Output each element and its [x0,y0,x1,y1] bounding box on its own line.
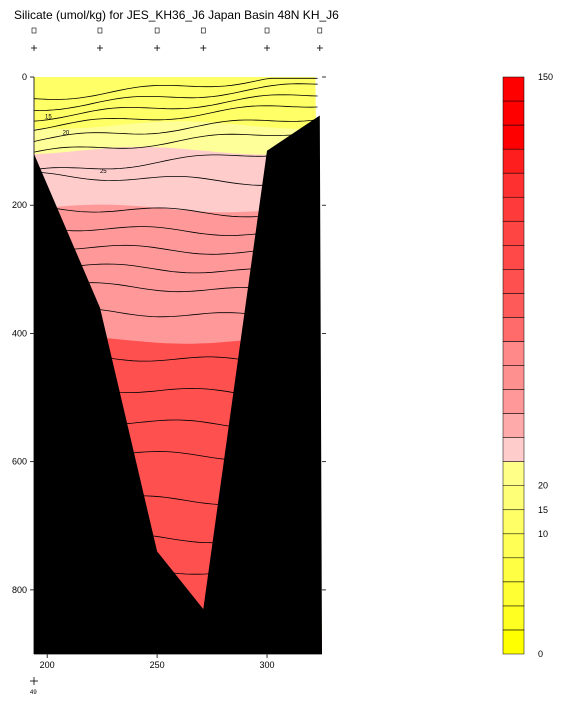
contour-line [34,119,318,142]
colorbar-label: 20 [538,481,548,491]
colorbar-label: 15 [538,505,548,515]
colorbar-segment [502,196,525,222]
contour-label: 20 [63,131,70,137]
colorbar-segment [502,365,525,390]
x-tick-label: 200 [40,660,55,670]
colorbar-segment [502,317,525,342]
station-label-glyph [154,27,160,34]
y-tick-label: 200 [12,200,27,210]
contour-line [34,83,318,111]
colorbar-segment [502,269,525,294]
y-tick-label: 0 [22,72,27,82]
colorbar-segment [502,461,525,486]
colorbar-segment [502,221,525,246]
colorbar-label: 10 [538,529,548,539]
colorbar-segment [502,100,525,126]
contour-line [34,130,318,153]
colorbar-segment [502,245,525,270]
colorbar-segment [502,76,525,102]
colorbar-segment [502,629,525,655]
colorbar-segment [502,293,525,318]
station-label-glyph [200,27,206,34]
station-label-glyph [31,27,37,34]
colorbar-segment [502,413,525,438]
colorbar-segment [502,533,525,559]
station-label-glyph [317,27,323,34]
y-tick-label: 600 [12,457,27,467]
station-label-glyph [97,27,103,34]
colorbar-segment [502,124,525,150]
contour-label: 15 [45,115,52,121]
plot-area: 15 20 25 [34,77,322,654]
station-label-glyph [264,27,270,34]
colorbar-segment [502,557,525,583]
colorbar-segment [502,389,525,414]
colorbar-segment [502,509,525,535]
contour-label: 25 [100,169,107,175]
corner-label: 49 [30,690,37,696]
colorbar-segment [502,485,525,510]
x-tick-label: 300 [260,660,275,670]
colorbar-segment [502,437,525,462]
colorbar-label: 150 [538,72,553,82]
colorbar-label: 0 [538,649,543,659]
chart-title: Silicate (umol/kg) for JES_KH36_J6 Japan… [14,8,339,22]
colorbar-segment [502,172,525,198]
colorbar-segment [502,341,525,366]
y-tick-label: 800 [12,585,27,595]
colorbar-segment [502,581,525,607]
x-tick-label: 250 [150,660,165,670]
colorbar: 150 20 15 10 0 [502,72,553,659]
y-tick-label: 400 [12,328,27,338]
bathymetry [34,115,322,654]
contour-line [34,94,318,122]
contour-line [34,105,318,131]
contour-line [34,77,318,100]
colorbar-segment [502,605,525,631]
colorbar-segment [502,148,525,174]
axes: 0 200 400 600 800 200 250 300 49 [12,27,326,696]
